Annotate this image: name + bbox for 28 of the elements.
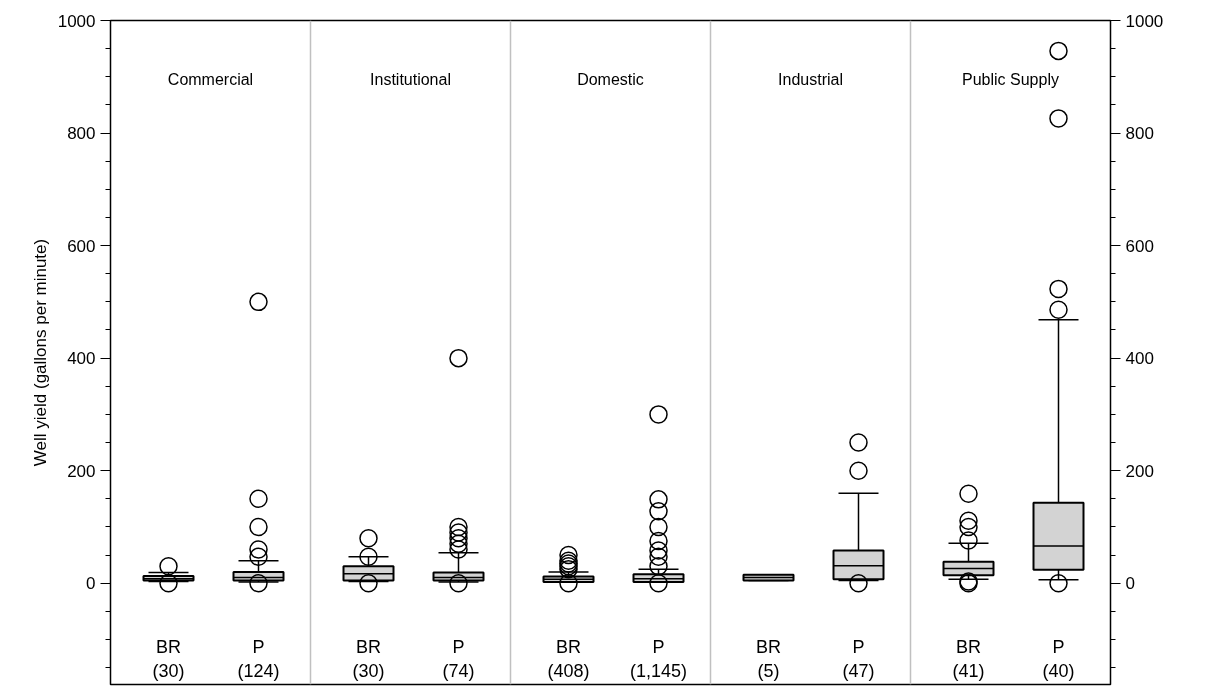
y-tick-label: 1000 [57,11,96,31]
y-tick-label: 0 [86,574,96,594]
x-tick-label: P (124) [237,636,280,681]
x-tick-label: BR (5) [756,636,782,681]
y2-tick-label: 400 [1125,349,1154,369]
annotation: Public Supply [962,70,1059,88]
y-tick-label: 600 [67,236,96,256]
y-tick-label: 400 [67,349,96,369]
annotation: Commercial [167,70,254,88]
annotation: Institutional [370,70,451,88]
y-tick-label: 800 [67,124,96,144]
annotation: Domestic [577,70,644,88]
annotation: Industrial [778,70,843,88]
y2-tick-label: 800 [1125,124,1154,144]
y2-tick-label: 200 [1125,461,1154,481]
x-tick-label: BR (408) [547,636,590,681]
x-tick-label: P (40) [1042,636,1075,681]
x-tick-label: BR (30) [352,636,385,681]
y2-tick-label: 0 [1125,574,1135,594]
y2-tick-label: 1000 [1125,11,1164,31]
y-axis-title: Well yield (gallons per minute) [30,238,50,467]
x-tick-label: BR (30) [152,636,185,681]
x-tick-label: P (1,145) [629,636,688,681]
x-tick-label: P (47) [842,636,875,681]
x-tick-label: P (74) [442,636,475,681]
y2-tick-label: 600 [1125,236,1154,256]
y-tick-label: 200 [67,461,96,481]
x-tick-label: BR (41) [952,636,985,681]
